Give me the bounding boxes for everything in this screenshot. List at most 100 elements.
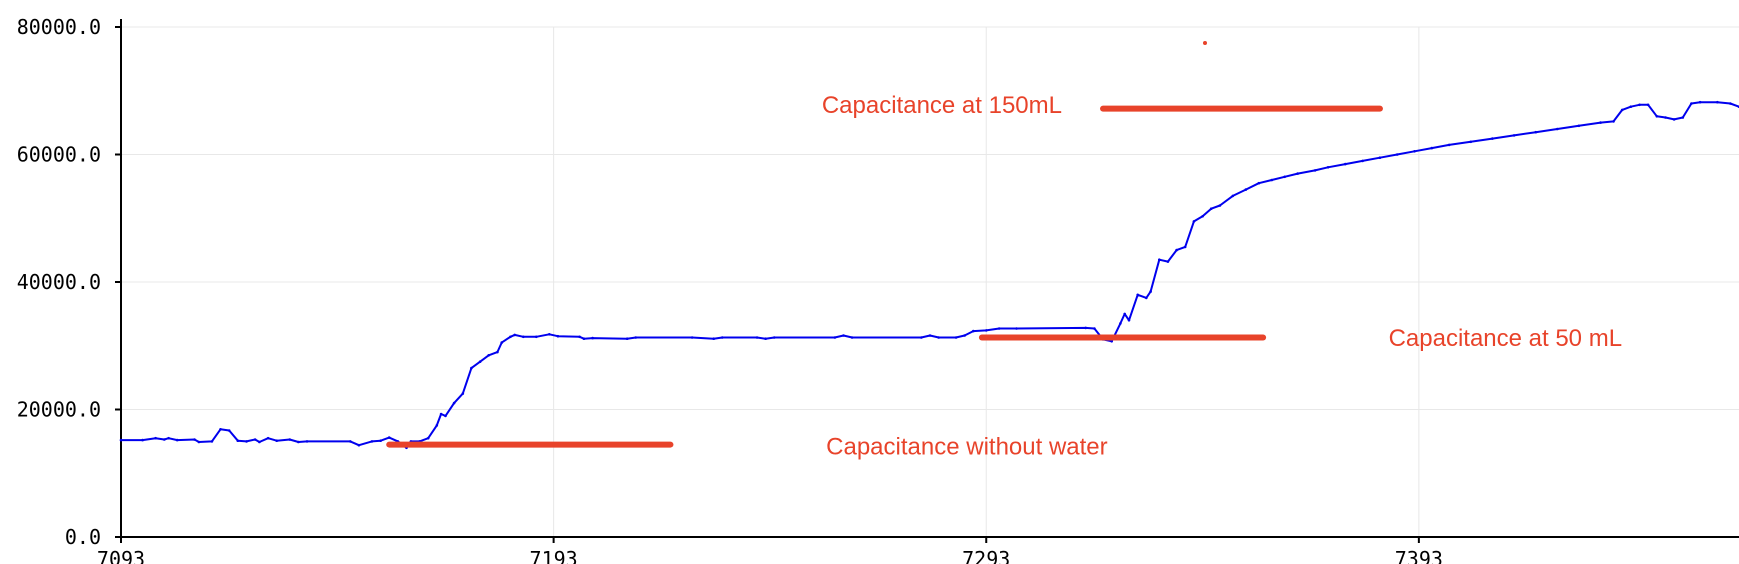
data-point [1577,124,1581,128]
data-point [937,336,940,339]
data-point [1469,140,1473,144]
annotation-stray-dot [1203,41,1207,45]
data-point [379,439,382,443]
data-point [509,335,512,339]
data-point [1313,169,1317,172]
data-point [1556,127,1559,131]
data-point [1395,153,1399,156]
data-point [266,436,270,440]
y-axis-ticks: 0.0 20000.0 40000.0 60000.0 80000.0 [17,15,121,549]
data-point [1638,103,1641,107]
y-tick-label: 0.0 [65,525,101,549]
data-point [690,336,694,339]
x-tick-label: 7193 [530,547,578,564]
data-point [1430,146,1434,150]
data-point [535,335,538,339]
data-point [500,341,504,344]
data-point [227,429,231,432]
data-point [1698,100,1702,104]
data-point [1512,134,1516,137]
data-point [444,414,447,418]
y-tick-label: 60000.0 [17,143,101,167]
data-point [850,336,854,339]
x-tick-label: 7293 [962,547,1010,564]
data-point [1209,207,1213,210]
data-point [1447,143,1451,147]
data-point [487,354,491,357]
grid-lines [121,26,1739,537]
data-point [1344,162,1347,166]
data-point [1201,215,1204,218]
data-point [755,336,759,339]
data-point [1664,116,1667,119]
data-point [1681,116,1685,119]
data-point [1729,102,1732,105]
data-point [175,438,179,442]
data-point [210,440,214,443]
data-point [578,335,581,339]
data-point [833,336,837,339]
y-tick-label: 40000.0 [17,270,101,294]
data-point [426,436,430,440]
data-point [163,438,166,441]
data-point [1084,326,1087,330]
data-point [435,424,439,427]
data-point [1149,290,1152,293]
data-point [972,329,975,333]
data-point [1599,121,1602,124]
data-point [1491,137,1494,140]
data-point [1413,150,1416,153]
data-point [1283,175,1286,179]
x-tick-label: 7393 [1395,547,1443,564]
data-point [1378,156,1382,159]
data-point [141,438,144,442]
data-point [1192,220,1196,223]
data-point [496,350,499,354]
data-point [1326,166,1330,169]
data-point [1231,194,1235,198]
data-point [258,440,261,444]
data-point [1690,102,1693,105]
data-point [1175,248,1178,252]
data-point [197,440,201,444]
data-point [357,443,361,447]
data-point [167,436,170,440]
data-point [773,336,776,339]
data-point [305,440,309,443]
annotation-label: Capacitance at 50 mL [1389,325,1622,352]
data-point [1110,340,1113,343]
data-point [1655,115,1659,118]
data-point [591,336,594,340]
data-point [1123,312,1126,316]
data-point [387,436,391,439]
data-point [1646,103,1650,107]
data-point [1270,178,1274,182]
data-point [1166,260,1170,263]
data-point [721,336,724,339]
data-point [582,337,586,341]
data-point [1672,118,1676,121]
data-point [1218,204,1222,207]
data-point [1296,172,1299,175]
annotation-label: Capacitance at 150mL [822,92,1062,119]
data-point [1257,181,1261,185]
axes [120,19,1739,538]
data-point [461,392,465,395]
data-point [297,440,300,444]
data-point [954,336,958,339]
data-point [1136,293,1139,297]
data-point [1093,327,1096,330]
data-point [1158,258,1161,262]
data-point [928,334,932,337]
data-point [154,436,157,440]
data-point [236,439,240,443]
annotations: Capacitance at 150mL Capacitance at 50 mL… [386,92,1622,460]
data-point [1127,319,1131,322]
data-point [984,329,988,332]
x-tick-label: 7093 [97,547,145,564]
data-point [253,438,257,441]
data-point [513,333,516,337]
data-point [712,337,715,341]
data-point [963,334,966,337]
